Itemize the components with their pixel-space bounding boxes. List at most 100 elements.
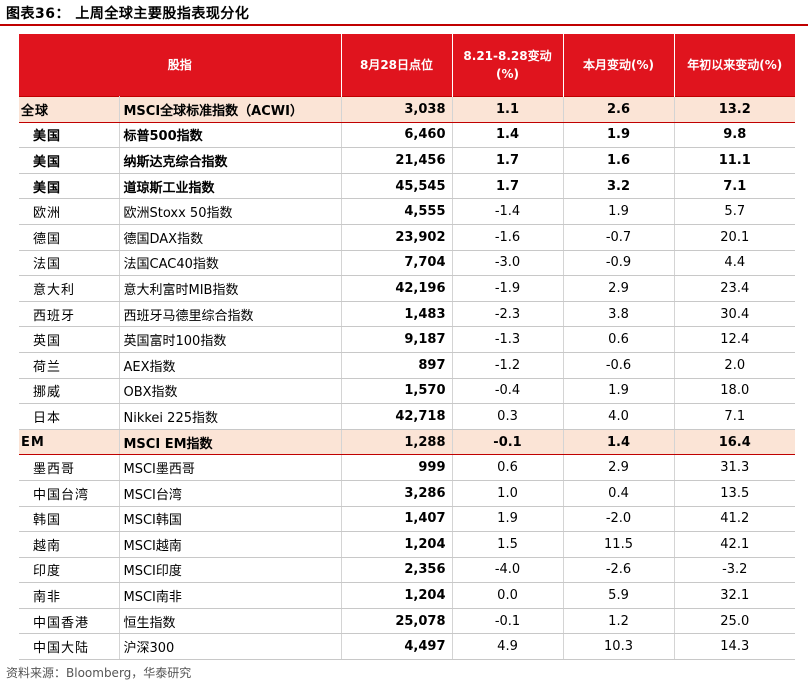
ytd-change-cell: 12.4 — [674, 326, 796, 353]
header-index: 股指 — [19, 34, 342, 97]
week-change-cell: -1.2 — [452, 352, 564, 379]
region-cell: 日本 — [19, 403, 120, 430]
level-cell: 9,187 — [341, 326, 453, 353]
week-change-cell: -1.3 — [452, 326, 564, 353]
table-body: 全球 MSCI全球标准指数（ACWI） 3,038 1.1 2.6 13.2 美国 标普500… — [19, 96, 796, 661]
index-name-cell: 意大利富时MIB指数 — [119, 275, 342, 302]
index-name-cell: 英国富时100指数 — [119, 326, 342, 353]
region-cell: 欧洲 — [19, 198, 120, 225]
table-row: EM MSCI EM指数 1,288 -0.1 1.4 16.4 — [19, 428, 796, 456]
table-row: 印度 MSCI印度 2,356 -4.0 -2.6 -3.2 — [19, 557, 796, 584]
ytd-change-cell: 4.4 — [674, 250, 796, 277]
month-change-cell: 0.4 — [563, 480, 675, 507]
table-row: 中国台湾 MSCI台湾 3,286 1.0 0.4 13.5 — [19, 480, 796, 507]
level-cell: 23,902 — [341, 224, 453, 251]
index-name-cell: MSCI印度 — [119, 557, 342, 584]
index-name-cell: MSCI越南 — [119, 531, 342, 558]
table-row: 欧洲 欧洲Stoxx 50指数 4,555 -1.4 1.9 5.7 — [19, 198, 796, 225]
level-cell: 1,204 — [341, 531, 453, 558]
ytd-change-cell: 11.1 — [674, 147, 796, 174]
ytd-change-cell: 9.8 — [674, 122, 796, 149]
index-name-cell: MSCI墨西哥 — [119, 454, 342, 481]
level-cell: 999 — [341, 454, 453, 481]
ytd-change-cell: 41.2 — [674, 506, 796, 533]
ytd-change-cell: 30.4 — [674, 301, 796, 328]
table-row: 英国 英国富时100指数 9,187 -1.3 0.6 12.4 — [19, 326, 796, 353]
table-row: 南非 MSCI南非 1,204 0.0 5.9 32.1 — [19, 582, 796, 609]
month-change-cell: 2.6 — [563, 96, 675, 123]
index-table: 股指 8月28日点位 8.21-8.28变动 (%) 本月变动(%) 年初以来变… — [19, 34, 796, 661]
week-change-cell: -2.3 — [452, 301, 564, 328]
index-name-cell: 纳斯达克综合指数 — [119, 147, 342, 174]
week-change-cell: 1.0 — [452, 480, 564, 507]
region-cell: 南非 — [19, 582, 120, 609]
month-change-cell: 2.9 — [563, 275, 675, 302]
month-change-cell: 10.3 — [563, 633, 675, 661]
table-row: 挪威 OBX指数 1,570 -0.4 1.9 18.0 — [19, 378, 796, 405]
region-cell: 越南 — [19, 531, 120, 558]
month-change-cell: 3.8 — [563, 301, 675, 328]
ytd-change-cell: 7.1 — [674, 403, 796, 430]
ytd-change-cell: 31.3 — [674, 454, 796, 481]
index-name-cell: AEX指数 — [119, 352, 342, 379]
index-name-cell: 欧洲Stoxx 50指数 — [119, 198, 342, 225]
region-cell: 全球 — [19, 96, 120, 123]
figure-title: 图表36： 上周全球主要股指表现分化 — [6, 6, 250, 22]
level-cell: 42,196 — [341, 275, 453, 302]
level-cell: 4,497 — [341, 633, 453, 661]
week-change-cell: -3.0 — [452, 250, 564, 277]
table-row: 荷兰 AEX指数 897 -1.2 -0.6 2.0 — [19, 352, 796, 379]
index-name-cell: MSCI南非 — [119, 582, 342, 609]
week-change-cell: 1.4 — [452, 122, 564, 149]
table-row: 越南 MSCI越南 1,204 1.5 11.5 42.1 — [19, 531, 796, 558]
week-change-cell: 1.9 — [452, 506, 564, 533]
month-change-cell: 3.2 — [563, 173, 675, 200]
ytd-change-cell: 7.1 — [674, 173, 796, 200]
level-cell: 1,204 — [341, 582, 453, 609]
table-row: 全球 MSCI全球标准指数（ACWI） 3,038 1.1 2.6 13.2 — [19, 96, 796, 123]
header-week-change: 8.21-8.28变动 (%) — [452, 34, 564, 97]
level-cell: 2,356 — [341, 557, 453, 584]
region-cell: 德国 — [19, 224, 120, 251]
index-name-cell: 沪深300 — [119, 633, 342, 661]
index-name-cell: MSCI EM指数 — [119, 428, 342, 456]
month-change-cell: -2.0 — [563, 506, 675, 533]
index-name-cell: OBX指数 — [119, 378, 342, 405]
level-cell: 45,545 — [341, 173, 453, 200]
table-row: 日本 Nikkei 225指数 42,718 0.3 4.0 7.1 — [19, 403, 796, 430]
region-cell: 美国 — [19, 147, 120, 174]
table-row: 中国大陆 沪深300 4,497 4.9 10.3 14.3 — [19, 633, 796, 661]
week-change-cell: -0.1 — [452, 428, 564, 456]
ytd-change-cell: 5.7 — [674, 198, 796, 225]
table-row: 西班牙 西班牙马德里综合指数 1,483 -2.3 3.8 30.4 — [19, 301, 796, 328]
month-change-cell: 1.9 — [563, 378, 675, 405]
week-change-cell: -0.4 — [452, 378, 564, 405]
region-cell: 印度 — [19, 557, 120, 584]
region-cell: 西班牙 — [19, 301, 120, 328]
month-change-cell: 11.5 — [563, 531, 675, 558]
level-cell: 6,460 — [341, 122, 453, 149]
month-change-cell: 1.6 — [563, 147, 675, 174]
week-change-cell: -0.1 — [452, 608, 564, 635]
week-change-cell: -1.6 — [452, 224, 564, 251]
header-level: 8月28日点位 — [341, 34, 453, 97]
ytd-change-cell: 14.3 — [674, 633, 796, 661]
month-change-cell: 4.0 — [563, 403, 675, 430]
month-change-cell: -2.6 — [563, 557, 675, 584]
region-cell: 中国香港 — [19, 608, 120, 635]
region-cell: 墨西哥 — [19, 454, 120, 481]
region-cell: 法国 — [19, 250, 120, 277]
week-change-cell: -4.0 — [452, 557, 564, 584]
ytd-change-cell: -3.2 — [674, 557, 796, 584]
week-change-cell: 1.5 — [452, 531, 564, 558]
week-change-cell: 4.9 — [452, 633, 564, 661]
level-cell: 1,288 — [341, 428, 453, 456]
month-change-cell: 5.9 — [563, 582, 675, 609]
month-change-cell: -0.9 — [563, 250, 675, 277]
region-cell: 挪威 — [19, 378, 120, 405]
table-row: 德国 德国DAX指数 23,902 -1.6 -0.7 20.1 — [19, 224, 796, 251]
level-cell: 1,407 — [341, 506, 453, 533]
table-row: 韩国 MSCI韩国 1,407 1.9 -2.0 41.2 — [19, 506, 796, 533]
index-name-cell: MSCI台湾 — [119, 480, 342, 507]
level-cell: 897 — [341, 352, 453, 379]
